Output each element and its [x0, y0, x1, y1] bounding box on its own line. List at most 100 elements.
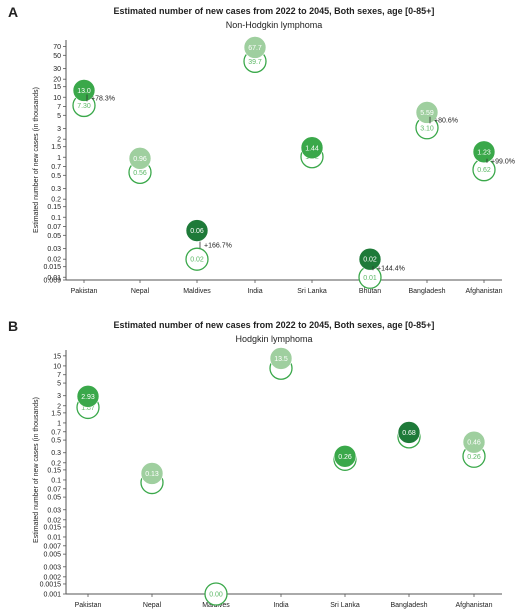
change-annotation: +166.7%: [204, 242, 232, 249]
y-tick-label: 70: [53, 44, 61, 51]
marker-2045: [358, 247, 382, 271]
y-tick-label: 0.07: [47, 224, 61, 231]
y-tick-label: 0.0015: [40, 581, 62, 588]
y-tick-label: 10: [53, 95, 61, 102]
change-annotation: +80.6%: [434, 118, 458, 125]
marker-2045: [462, 430, 486, 454]
marker-2022-label: 1.87: [81, 405, 95, 412]
y-tick-label: 0.003: [43, 564, 61, 571]
marker-2045-label: 13.5: [274, 356, 288, 363]
x-tick-label: Bhutan: [359, 288, 381, 295]
marker-2045-label: 0.68: [402, 430, 416, 437]
y-tick-label: 0.01: [47, 534, 61, 541]
y-tick-label: 0.2: [51, 460, 61, 467]
y-tick-label: 3: [57, 393, 61, 400]
marker-2022-label: 0.26: [467, 454, 481, 461]
y-tick-label: 1: [57, 420, 61, 427]
x-tick-label: Bangladesh: [409, 288, 446, 295]
y-tick-label: 50: [53, 53, 61, 60]
marker-2045: [397, 421, 421, 444]
chart-subtitle: Non-Hodgkin lymphoma: [226, 20, 323, 30]
y-tick-label: 7: [57, 372, 61, 379]
x-tick-label: India: [273, 602, 288, 609]
y-tick-label: 2: [57, 403, 61, 410]
y-tick-label: 0.7: [51, 164, 61, 171]
x-tick-label: Afghanistan: [456, 602, 493, 609]
marker-2045: [72, 79, 96, 102]
y-tick-label: 30: [53, 66, 61, 73]
x-tick-label: Nepal: [143, 602, 162, 609]
marker-2045-label: 2.93: [81, 394, 95, 401]
y-axis-label: Estimated number of new cases (in thousa…: [33, 397, 40, 543]
x-tick-label: Pakistan: [71, 288, 98, 295]
y-tick-label: 0.009: [43, 278, 61, 285]
y-tick-label: 20: [53, 77, 61, 84]
marker-2045-label: 0.96: [133, 156, 147, 163]
marker-2022-label: 0.56: [133, 170, 147, 177]
marker-2045: [300, 136, 324, 160]
x-tick-label: Afghanistan: [466, 288, 503, 295]
marker-2022-label: 0.62: [477, 167, 491, 174]
marker-2045-label: 13.0: [77, 88, 91, 95]
x-tick-label: Maldives: [183, 288, 211, 295]
chart-title: Estimated number of new cases from 2022 …: [114, 320, 435, 330]
y-tick-label: 5: [57, 381, 61, 388]
y-tick-label: 0.2: [51, 197, 61, 204]
marker-2022-label: 7.30: [77, 103, 91, 110]
marker-2045: [243, 36, 267, 59]
chart-title: Estimated number of new cases from 2022 …: [114, 6, 435, 16]
y-tick-label: 0.03: [47, 246, 61, 253]
y-tick-label: 0.007: [43, 543, 61, 550]
y-tick-label: 1.5: [51, 144, 61, 151]
marker-2045-label: 1.44: [305, 145, 319, 152]
marker-2045: [333, 444, 357, 468]
marker-2022-label: 0.00: [209, 592, 223, 599]
marker-2045-label: 0.26: [338, 454, 352, 461]
y-tick-label: 15: [53, 353, 61, 360]
y-tick-label: 0.001: [43, 592, 61, 599]
y-tick-label: 15: [53, 84, 61, 91]
y-tick-label: 1.5: [51, 410, 61, 417]
y-tick-label: 5: [57, 113, 61, 120]
y-tick-label: 0.3: [51, 450, 61, 457]
y-tick-label: 0.02: [47, 517, 61, 524]
y-tick-label: 0.01: [47, 275, 61, 282]
panel-label: A: [8, 4, 18, 20]
marker-2045: [472, 140, 496, 164]
y-tick-label: 7: [57, 104, 61, 111]
change-annotation: +144.4%: [377, 266, 405, 273]
y-tick-label: 0.015: [43, 264, 61, 271]
marker-2045: [269, 347, 293, 370]
panel-label: B: [8, 318, 18, 334]
marker-2045-label: 0.46: [467, 440, 481, 447]
x-tick-label: Sri Lanka: [330, 602, 360, 609]
y-tick-label: 1: [57, 155, 61, 162]
y-tick-label: 0.5: [51, 173, 61, 180]
marker-2045: [128, 147, 152, 170]
y-tick-label: 0.15: [47, 204, 61, 211]
change-annotation: +78.3%: [91, 95, 115, 102]
marker-2045-label: 0.02: [363, 257, 377, 264]
marker-2045: [185, 219, 209, 242]
y-tick-label: 0.005: [43, 552, 61, 559]
marker-2045-label: 0.13: [145, 471, 159, 478]
marker-2045: [415, 101, 439, 124]
y-tick-label: 0.05: [47, 495, 61, 502]
marker-2022: [204, 582, 228, 606]
change-annotation: +99.0%: [491, 158, 515, 165]
marker-2022-label: 0.02: [190, 257, 204, 264]
y-tick-label: 3: [57, 126, 61, 133]
y-tick-label: 0.5: [51, 438, 61, 445]
marker-2045: [76, 384, 100, 408]
y-tick-label: 2: [57, 137, 61, 144]
y-tick-label: 0.15: [47, 467, 61, 474]
y-tick-label: 0.7: [51, 429, 61, 436]
marker-2022-label: 39.7: [248, 59, 262, 66]
y-tick-label: 0.03: [47, 507, 61, 514]
y-tick-label: 0.1: [51, 215, 61, 222]
marker-2045-label: 1.23: [477, 149, 491, 156]
marker-2022: [185, 247, 209, 271]
x-tick-label: Sri Lanka: [297, 288, 327, 295]
